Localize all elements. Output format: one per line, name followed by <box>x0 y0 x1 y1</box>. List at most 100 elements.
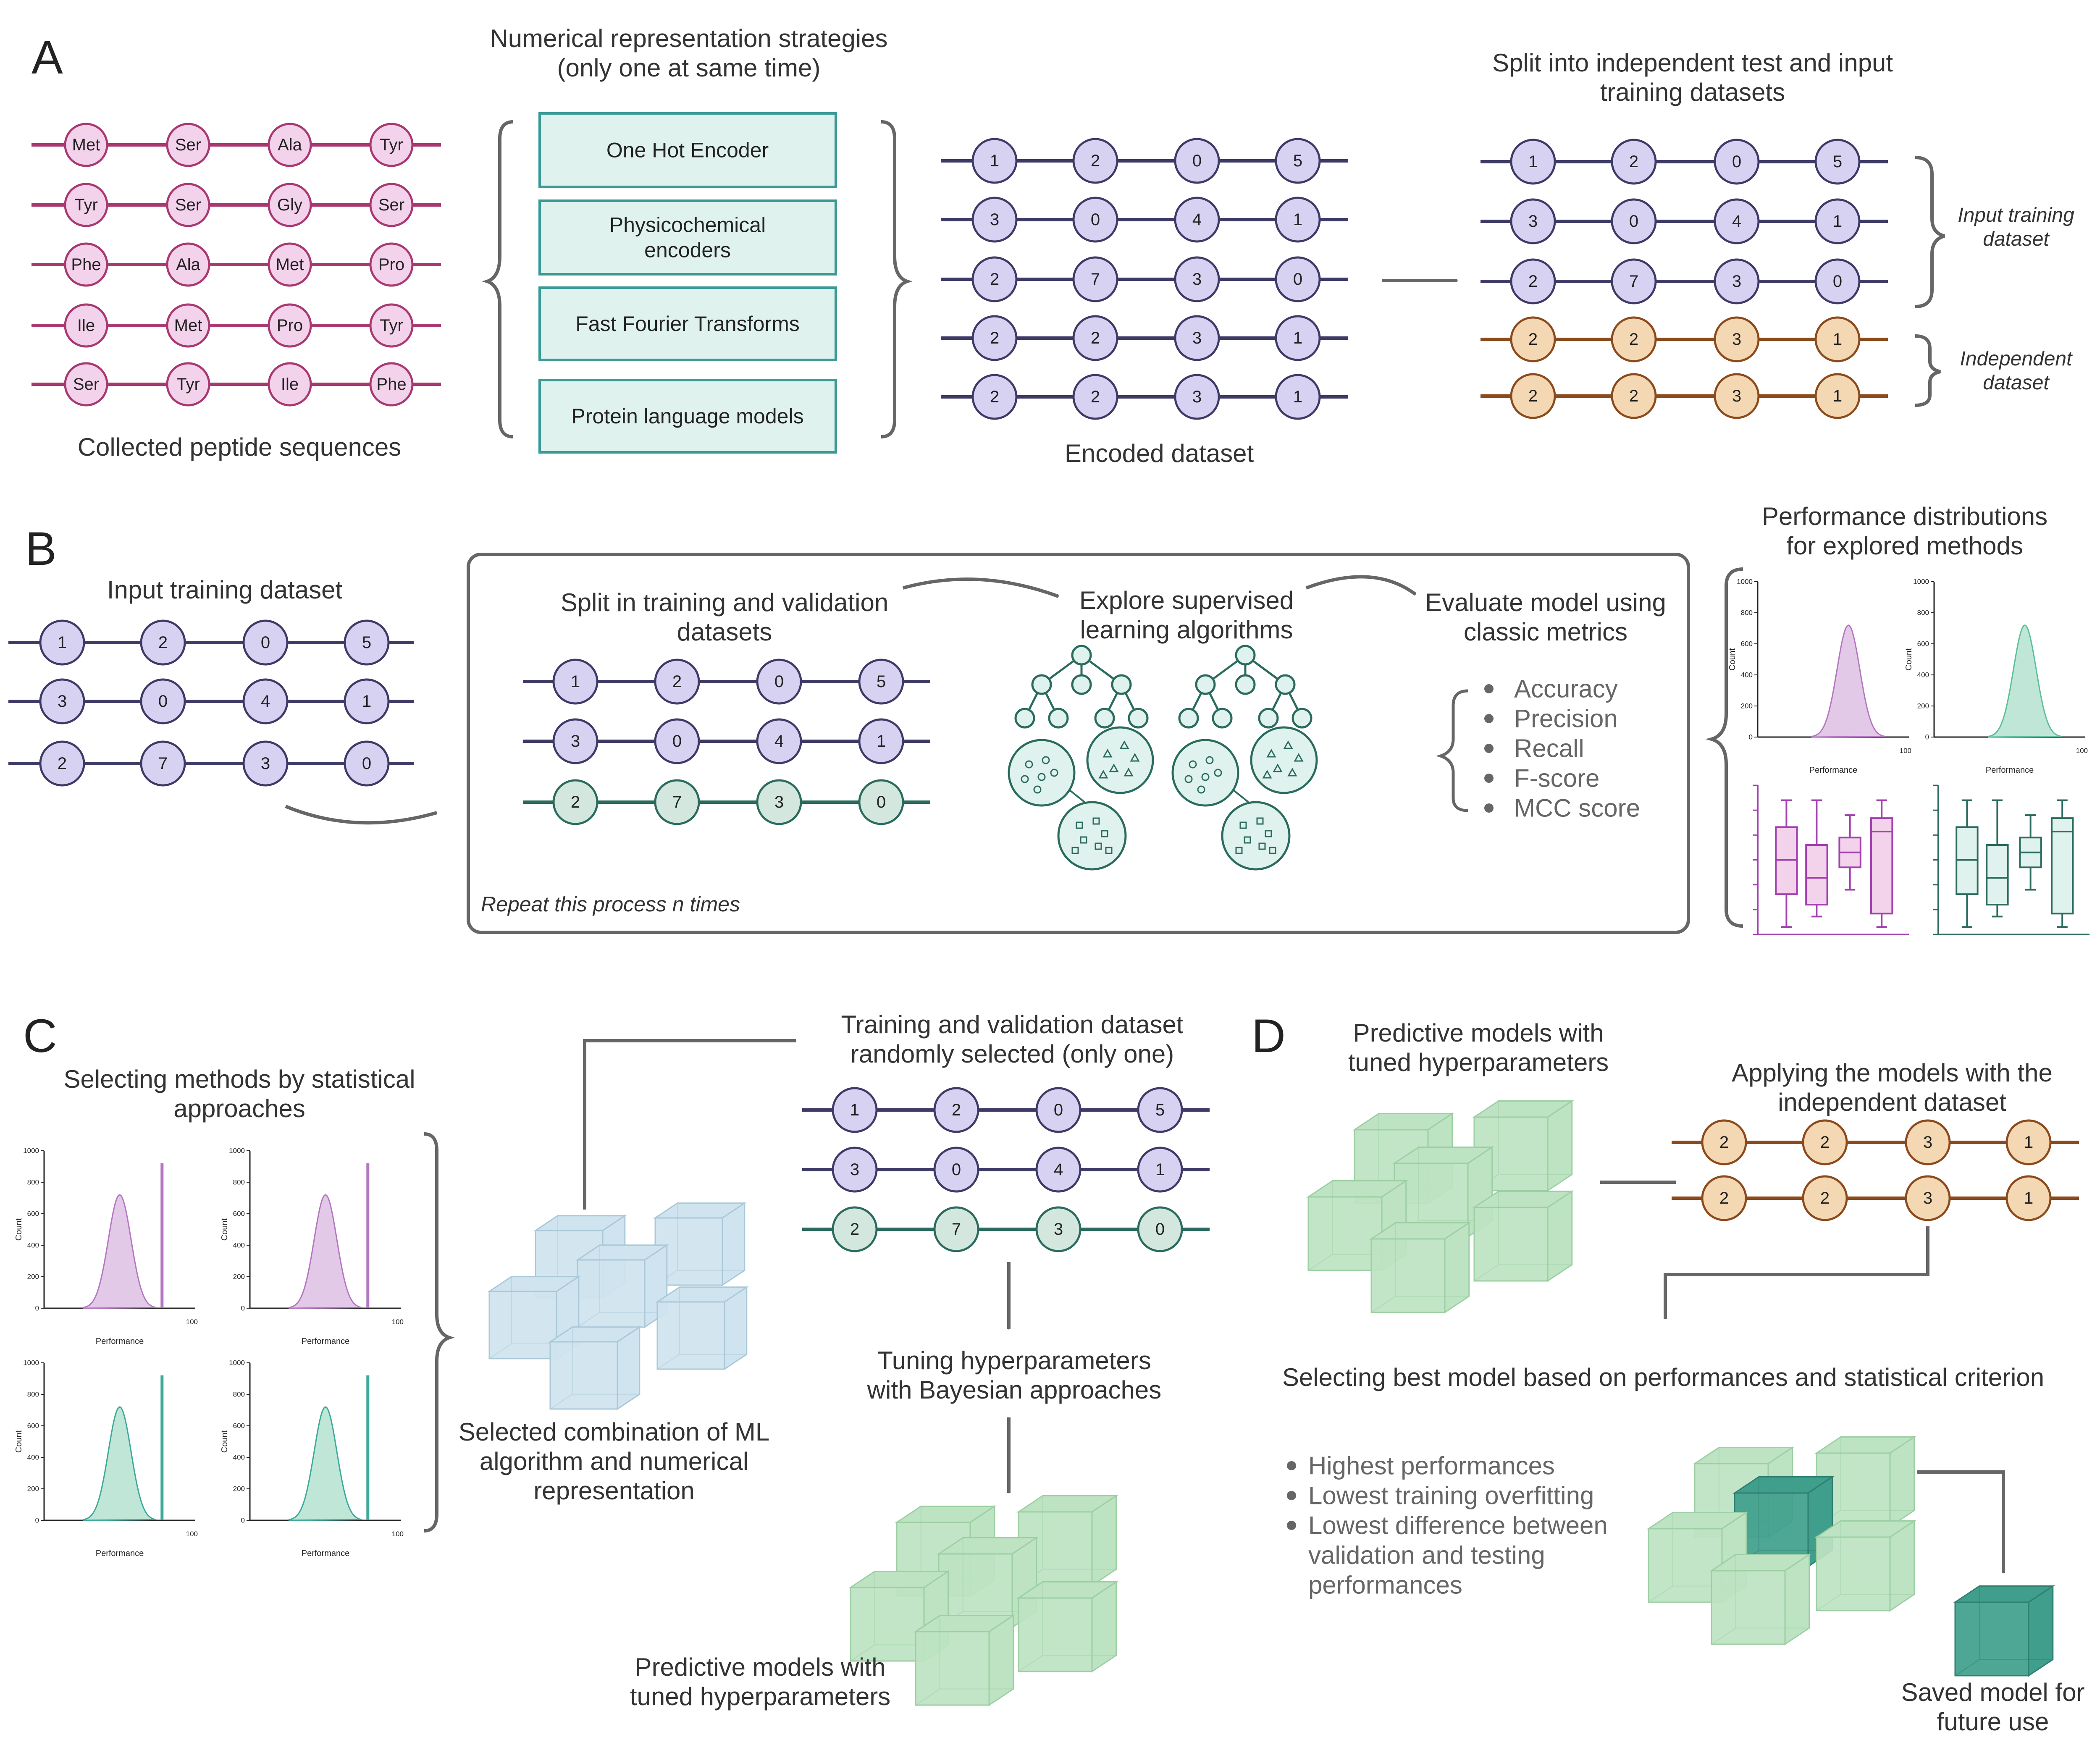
input-row-node <box>140 619 186 666</box>
glyph <box>1102 748 1113 758</box>
ml-cube <box>548 1325 642 1410</box>
hist-x-label: Performance <box>1986 766 2034 775</box>
independent-row-node <box>1714 373 1760 419</box>
apply-row-node <box>2006 1175 2052 1221</box>
hist-tick-label: 800 <box>233 1391 245 1399</box>
tuned-cube-back-edges <box>1018 1582 1116 1672</box>
hist-y-label: Count <box>14 1430 24 1453</box>
independent-row-node <box>1611 316 1657 362</box>
hist-tick-label: 600 <box>233 1210 245 1218</box>
input-row-node-label: 5 <box>362 633 371 652</box>
input-row-node-label: 0 <box>261 633 270 652</box>
apply-row: 2 2 3 1 <box>1672 1175 2079 1221</box>
ml-cube-front <box>549 1341 618 1410</box>
hist-y-label: Count <box>1728 648 1737 671</box>
training-row-node <box>1814 198 1861 244</box>
glyph <box>1098 769 1108 779</box>
decision-tree-icon <box>1008 645 1154 871</box>
peptide-row: Ile Met Pro Tyr <box>32 303 441 348</box>
input-row-node <box>242 740 289 787</box>
explore-title-line1: Explore supervised <box>1079 586 1294 614</box>
strategies-left-brace <box>482 120 514 438</box>
glyph <box>1256 817 1264 825</box>
peptide-row-node-label: Tyr <box>74 196 98 214</box>
glyph <box>1214 769 1222 777</box>
encoded-row: 2 2 3 1 <box>941 374 1348 420</box>
d-model-cube-back-edges <box>1474 1191 1572 1281</box>
encoded-row-node <box>1072 315 1118 361</box>
hist-curve <box>83 1194 156 1309</box>
d-model-cube-front <box>1473 1207 1549 1282</box>
arrow-explore-to-evaluate <box>1305 575 1417 596</box>
input-row: 1 2 0 5 <box>8 619 414 666</box>
training-row-node <box>1714 258 1760 304</box>
peptide-row-node <box>268 123 312 167</box>
input-training-rows: 1 2 0 5 3 0 4 1 2 7 3 0 <box>8 619 414 787</box>
validation-row-node <box>552 779 598 825</box>
hist-tick-label: 600 <box>27 1210 39 1218</box>
candidate-cube-back-edges <box>1816 1521 1914 1611</box>
d-models-title-line1: Predictive models with <box>1353 1019 1604 1047</box>
peptide-row-node <box>166 183 210 227</box>
cluster <box>1057 801 1127 871</box>
panel-c-letter: C <box>23 1010 57 1062</box>
hist-curve <box>289 1406 362 1521</box>
input-row-node <box>39 678 85 724</box>
decision-tree-icon <box>1171 645 1318 871</box>
d-model-cube-side <box>1547 1190 1573 1282</box>
glyph <box>1105 847 1113 854</box>
decision-tree-icons <box>1008 645 1318 871</box>
d-model-cube-front <box>1370 1238 1446 1313</box>
random-validation-row-node <box>1035 1206 1082 1252</box>
hist-tick-label: 200 <box>1917 702 1929 710</box>
training-row-node <box>1510 139 1556 185</box>
hist-tick-label: 400 <box>27 1454 39 1462</box>
panel-c: C Selecting methods by statistical appro… <box>14 1010 1210 1711</box>
hist-tick-label: 400 <box>1917 671 1929 679</box>
peptide-row-node <box>268 362 312 407</box>
training-row-node-label: 0 <box>1833 272 1842 291</box>
apply-row-node <box>1701 1175 1747 1221</box>
ml-cube-side <box>722 1202 746 1286</box>
encoded-row-node <box>971 374 1018 420</box>
input-row-node-label: 3 <box>58 692 67 711</box>
tuned-cube-front <box>915 1631 990 1706</box>
input-row-node <box>344 740 390 787</box>
training-row-node-label: 1 <box>1528 152 1538 171</box>
strategy-label: Physicochemical <box>609 213 766 237</box>
independent-row-node-label: 2 <box>1528 387 1538 405</box>
independent-label-line2: dataset <box>1983 372 2050 394</box>
boxplot-group <box>1753 785 1909 935</box>
encoded-row-node <box>971 315 1018 361</box>
peptide-row-node <box>166 123 210 167</box>
training-row-node-label: 4 <box>1732 212 1741 231</box>
peptide-row-node <box>64 303 108 348</box>
hist-x-max: 100 <box>186 1530 198 1538</box>
split-title-line1: Split into independent test and input <box>1492 49 1893 77</box>
training-row-node-label: 7 <box>1629 272 1638 291</box>
encoded-row-node-label: 2 <box>990 270 999 289</box>
peptide-row-node <box>369 183 414 227</box>
histogram: 0 200 400 600 800 1000 100 Performance Count <box>14 1147 198 1346</box>
input-title: Input training dataset <box>107 576 343 604</box>
validation-row-node-label: 7 <box>672 793 682 811</box>
metric-item: Accuracy <box>1514 675 1618 703</box>
train-row-node <box>756 718 802 764</box>
strategy-box <box>538 379 837 454</box>
tree-node <box>1031 674 1052 695</box>
peptide-row-node-label: Met <box>72 136 100 154</box>
peptide-row-node <box>166 242 210 287</box>
validation-row-node-label: 3 <box>774 793 784 811</box>
glyph <box>1095 842 1102 850</box>
perf-brace <box>1705 567 1743 928</box>
strategy-box <box>538 199 837 276</box>
saved-cube-front <box>1954 1601 2029 1677</box>
random-row: 3 0 4 1 <box>802 1147 1210 1193</box>
hist-tick-label: 1000 <box>229 1147 245 1155</box>
hist-tick-label: 800 <box>27 1178 39 1186</box>
performance-boxplots <box>1753 785 2090 935</box>
hist-y-label: Count <box>220 1218 229 1241</box>
hist-tick-label: 0 <box>241 1517 245 1525</box>
peptide-row-node <box>369 362 414 407</box>
